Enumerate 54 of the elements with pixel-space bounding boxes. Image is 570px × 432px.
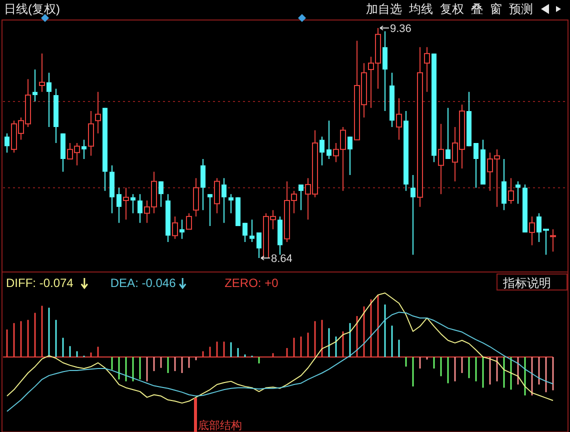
candlestick <box>180 219 184 240</box>
candlestick <box>193 178 199 217</box>
candlestick <box>95 91 101 134</box>
candlestick <box>396 98 402 140</box>
text: 窗 <box>490 2 502 16</box>
ref-line-label: ZERO: +0 <box>224 276 279 290</box>
candlestick <box>424 46 430 92</box>
text: 复权 <box>440 2 464 16</box>
candlestick <box>348 136 352 176</box>
candlestick <box>446 107 450 160</box>
candlestick <box>158 180 164 208</box>
candlestick <box>382 30 388 112</box>
chart-title: 日线(复权) <box>4 2 60 16</box>
text: 底部结构 <box>198 419 242 432</box>
legend-label: DIFF: -0.074 <box>6 276 74 290</box>
candlestick <box>508 178 514 204</box>
candlestick <box>138 194 142 224</box>
candlestick <box>250 219 254 243</box>
candlestick <box>82 139 86 160</box>
candlestick <box>502 158 506 211</box>
candlestick <box>172 216 178 240</box>
candlestick <box>32 69 38 102</box>
annotation: 9.36 <box>390 23 412 35</box>
candlestick <box>529 216 535 246</box>
candlestick <box>214 178 220 214</box>
legend-label: DEA: -0.046 <box>110 276 176 290</box>
candlestick <box>550 228 556 252</box>
candlestick <box>242 222 248 243</box>
candlestick <box>474 142 478 188</box>
candlestick <box>222 178 226 224</box>
candlestick <box>326 120 332 160</box>
candlestick <box>438 123 444 195</box>
text: 加自选 <box>366 2 402 16</box>
candlestick <box>320 136 324 166</box>
candlestick <box>4 132 10 154</box>
candlestick <box>186 212 192 230</box>
annotation: 8.64 <box>271 253 292 265</box>
candlestick <box>228 194 234 214</box>
candlestick <box>116 187 122 224</box>
candlestick <box>410 174 416 256</box>
candlestick <box>208 194 212 227</box>
text: 预测 <box>509 2 533 16</box>
candlestick <box>256 232 262 258</box>
text: 叠 <box>471 2 483 16</box>
candlestick <box>298 184 304 211</box>
candlestick <box>200 158 206 211</box>
text: 指标说明 <box>502 276 551 290</box>
candlestick <box>123 187 129 220</box>
candlestick <box>39 53 45 92</box>
candlestick <box>88 110 94 156</box>
text: 均线 <box>408 2 433 16</box>
candlestick <box>130 194 136 214</box>
candlestick <box>46 72 52 128</box>
candlestick <box>516 180 520 204</box>
